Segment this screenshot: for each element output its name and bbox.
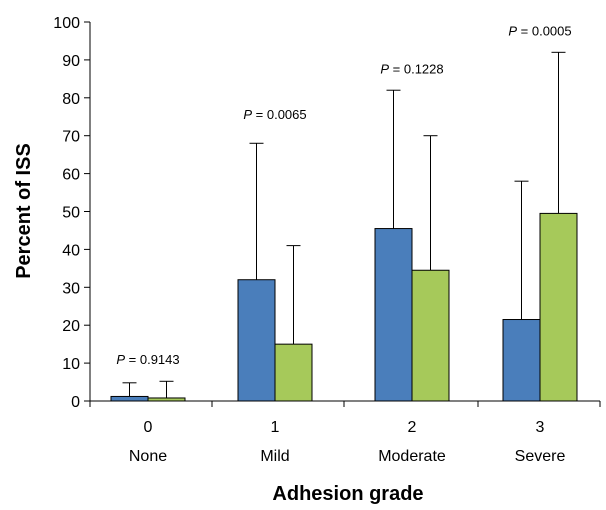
bar bbox=[502, 319, 541, 402]
x-tick-label-name: Moderate bbox=[378, 448, 446, 465]
bar bbox=[237, 279, 276, 402]
bar bbox=[147, 397, 186, 402]
p-value-label: P = 0.0065 bbox=[243, 107, 306, 122]
bar bbox=[274, 343, 313, 402]
bar bbox=[374, 228, 413, 402]
p-value-label: P = 0.0005 bbox=[508, 23, 571, 38]
x-tick-label-grade: 3 bbox=[536, 419, 545, 436]
y-tick-label: 60 bbox=[62, 167, 80, 184]
bars bbox=[110, 212, 578, 402]
error-bars bbox=[122, 51, 566, 398]
x-tick-label-name: Mild bbox=[260, 448, 289, 465]
y-tick-label: 100 bbox=[53, 15, 80, 32]
y-tick-label: 30 bbox=[62, 280, 80, 297]
p-value-annotations: P = 0.9143 P = 0.0065 P = 0.1228 P = 0.0005 bbox=[116, 23, 571, 367]
y-tick-label: 80 bbox=[62, 91, 80, 108]
x-tick-label-grade: 2 bbox=[408, 419, 417, 436]
y-tick-label: 40 bbox=[62, 242, 80, 259]
x-tick-label-grade: 1 bbox=[271, 419, 280, 436]
y-tick-label: 90 bbox=[62, 53, 80, 70]
p-value-label: P = 0.1228 bbox=[380, 61, 443, 76]
y-tick-label: 0 bbox=[71, 394, 80, 411]
bar bbox=[539, 212, 578, 402]
y-tick-label: 20 bbox=[62, 318, 80, 335]
x-axis: 0 None 1 Mild 2 Moderate 3 Severe bbox=[89, 400, 601, 465]
x-tick-label-name: Severe bbox=[515, 448, 566, 465]
y-tick-label: 70 bbox=[62, 129, 80, 146]
x-tick-label-grade: 0 bbox=[144, 419, 153, 436]
x-axis-title: Adhesion grade bbox=[272, 483, 423, 505]
x-tick-label-name: None bbox=[129, 448, 167, 465]
y-axis-title: Percent of ISS bbox=[13, 143, 35, 279]
y-tick-label: 10 bbox=[62, 356, 80, 373]
bar bbox=[110, 395, 149, 402]
y-tick-label: 50 bbox=[62, 205, 80, 222]
y-axis: 0 10 20 30 40 50 60 70 80 90 100 bbox=[53, 15, 91, 411]
p-value-label: P = 0.9143 bbox=[116, 352, 179, 367]
bar bbox=[411, 269, 450, 402]
